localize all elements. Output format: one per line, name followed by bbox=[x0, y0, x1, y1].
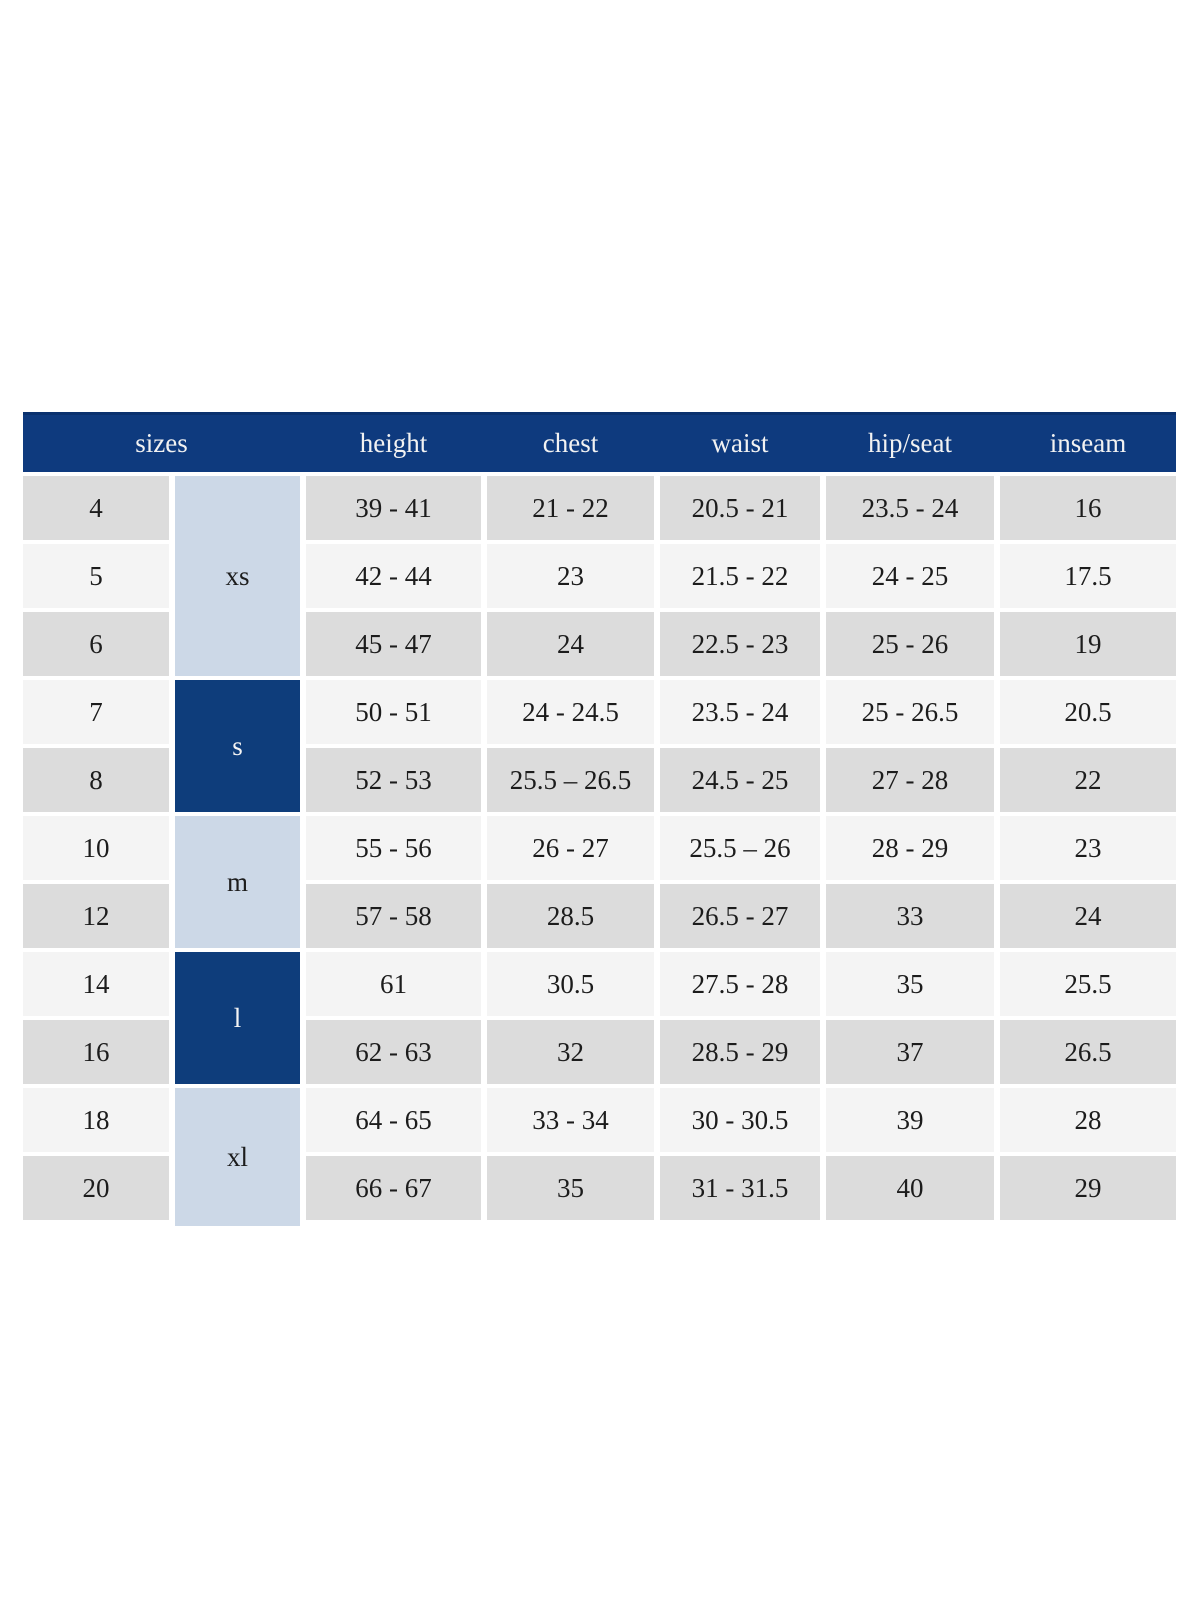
size-chart-table: sizes height chest waist hip/seat inseam… bbox=[23, 412, 1176, 1226]
cell-height: 39 - 41 bbox=[306, 476, 481, 540]
cell-height: 62 - 63 bbox=[306, 1020, 481, 1084]
cell-size: 10 bbox=[23, 816, 169, 880]
cell-size: 5 bbox=[23, 544, 169, 608]
cell-inseam: 24 bbox=[1000, 884, 1176, 948]
cell-waist: 20.5 - 21 bbox=[660, 476, 820, 540]
cell-inseam: 17.5 bbox=[1000, 544, 1176, 608]
cell-waist: 26.5 - 27 bbox=[660, 884, 820, 948]
cell-hip-seat: 39 bbox=[826, 1088, 994, 1152]
cell-inseam: 19 bbox=[1000, 612, 1176, 676]
header-cell-hip-seat: hip/seat bbox=[868, 427, 952, 458]
cell-height: 50 - 51 bbox=[306, 680, 481, 744]
cell-height: 57 - 58 bbox=[306, 884, 481, 948]
cell-height: 61 bbox=[306, 952, 481, 1016]
cell-chest: 28.5 bbox=[487, 884, 654, 948]
table-header-band bbox=[23, 412, 1176, 472]
cell-chest: 30.5 bbox=[487, 952, 654, 1016]
cell-size: 16 bbox=[23, 1020, 169, 1084]
cell-chest: 26 - 27 bbox=[487, 816, 654, 880]
cell-waist: 25.5 – 26 bbox=[660, 816, 820, 880]
cell-waist: 22.5 - 23 bbox=[660, 612, 820, 676]
cell-height: 45 - 47 bbox=[306, 612, 481, 676]
header-cell-inseam: inseam bbox=[1049, 427, 1127, 458]
header-cell-waist: waist bbox=[711, 427, 769, 458]
cell-size: 8 bbox=[23, 748, 169, 812]
cell-hip-seat: 23.5 - 24 bbox=[826, 476, 994, 540]
cell-hip-seat: 24 - 25 bbox=[826, 544, 994, 608]
group-cell-m: m bbox=[175, 816, 300, 948]
cell-size: 6 bbox=[23, 612, 169, 676]
cell-chest: 33 - 34 bbox=[487, 1088, 654, 1152]
group-cell-xl: xl bbox=[175, 1088, 300, 1226]
cell-height: 55 - 56 bbox=[306, 816, 481, 880]
cell-waist: 28.5 - 29 bbox=[660, 1020, 820, 1084]
cell-chest: 24 - 24.5 bbox=[487, 680, 654, 744]
cell-hip-seat: 27 - 28 bbox=[826, 748, 994, 812]
cell-inseam: 22 bbox=[1000, 748, 1176, 812]
cell-inseam: 29 bbox=[1000, 1156, 1176, 1220]
cell-inseam: 26.5 bbox=[1000, 1020, 1176, 1084]
cell-inseam: 23 bbox=[1000, 816, 1176, 880]
cell-waist: 31 - 31.5 bbox=[660, 1156, 820, 1220]
cell-chest: 35 bbox=[487, 1156, 654, 1220]
cell-size: 4 bbox=[23, 476, 169, 540]
header-cell-sizes: sizes bbox=[135, 427, 188, 458]
cell-inseam: 16 bbox=[1000, 476, 1176, 540]
cell-chest: 32 bbox=[487, 1020, 654, 1084]
group-cell-xs: xs bbox=[175, 476, 300, 676]
cell-inseam: 28 bbox=[1000, 1088, 1176, 1152]
header-cell-chest: chest bbox=[542, 427, 599, 458]
cell-size: 20 bbox=[23, 1156, 169, 1220]
cell-chest: 25.5 – 26.5 bbox=[487, 748, 654, 812]
cell-hip-seat: 25 - 26.5 bbox=[826, 680, 994, 744]
cell-chest: 21 - 22 bbox=[487, 476, 654, 540]
cell-height: 52 - 53 bbox=[306, 748, 481, 812]
group-cell-s: s bbox=[175, 680, 300, 812]
cell-height: 42 - 44 bbox=[306, 544, 481, 608]
cell-inseam: 25.5 bbox=[1000, 952, 1176, 1016]
cell-size: 7 bbox=[23, 680, 169, 744]
cell-chest: 23 bbox=[487, 544, 654, 608]
cell-inseam: 20.5 bbox=[1000, 680, 1176, 744]
group-cell-l: l bbox=[175, 952, 300, 1084]
cell-height: 64 - 65 bbox=[306, 1088, 481, 1152]
cell-size: 14 bbox=[23, 952, 169, 1016]
cell-waist: 30 - 30.5 bbox=[660, 1088, 820, 1152]
cell-size: 18 bbox=[23, 1088, 169, 1152]
cell-waist: 24.5 - 25 bbox=[660, 748, 820, 812]
cell-hip-seat: 28 - 29 bbox=[826, 816, 994, 880]
cell-waist: 21.5 - 22 bbox=[660, 544, 820, 608]
cell-height: 66 - 67 bbox=[306, 1156, 481, 1220]
cell-size: 12 bbox=[23, 884, 169, 948]
header-cell-height: height bbox=[359, 427, 428, 458]
cell-waist: 23.5 - 24 bbox=[660, 680, 820, 744]
cell-waist: 27.5 - 28 bbox=[660, 952, 820, 1016]
cell-hip-seat: 37 bbox=[826, 1020, 994, 1084]
cell-hip-seat: 25 - 26 bbox=[826, 612, 994, 676]
cell-hip-seat: 40 bbox=[826, 1156, 994, 1220]
cell-hip-seat: 33 bbox=[826, 884, 994, 948]
cell-chest: 24 bbox=[487, 612, 654, 676]
cell-hip-seat: 35 bbox=[826, 952, 994, 1016]
